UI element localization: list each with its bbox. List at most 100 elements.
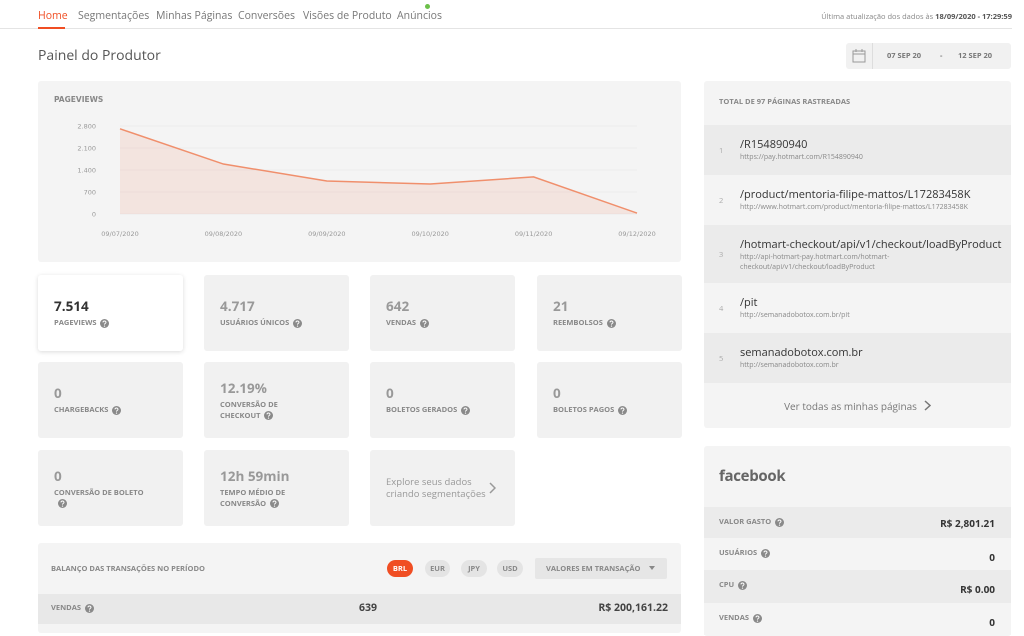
stat-label: BOLETOS PAGOS [553,405,648,416]
nav-tab[interactable]: Minhas Páginas [156,9,233,23]
page-path: /product/mentoria-filipe-mattos/L1728345… [740,187,971,202]
x-tick-label: 09/09/2020 [308,230,345,238]
row-label: VENDAS [51,603,95,613]
date-end: 12 SEP 20 [958,51,993,61]
page-url: http://semanadobotox.com.br/pit [740,311,850,320]
help-icon [738,580,748,590]
help-mark [755,615,760,620]
stat-card: 12h 59min TEMPO MÉDIO DE CONVERSÃO [204,450,349,526]
page-item[interactable]: 3/hotmart-checkout/api/v1/checkout/loadB… [704,225,1011,283]
stat-value: 0 [553,384,561,402]
date-separator: - [940,51,943,61]
stat-value: 642 [386,297,410,315]
transaction-row: VENDAS 639 R$ 200,161.22 [38,594,681,624]
fb-label: CPU [719,580,748,590]
nav-tab[interactable]: Anúncios [397,9,442,23]
help-dot [61,505,64,507]
nav-tab[interactable]: Conversões [238,9,296,23]
page-item[interactable]: 5 semanadobotox.com.br http://semanadoboto… [704,333,1011,383]
x-tick-label: 09/07/2020 [101,230,138,238]
fb-value: 0 [989,615,995,629]
fb-value: R$ 0.00 [960,582,995,596]
fb-label: USUÁRIOS [719,548,771,558]
fb-value: R$ 2,801.21 [940,516,995,530]
stat-card: 642 VENDAS [370,275,515,351]
line [119,128,638,214]
last-update-label: Última atualização dos dados às [821,12,934,22]
explore-text: Explore seus dados criando segmentações [386,475,486,500]
page-item[interactable]: 4/pit http://semanadobotox.com.br/pit [704,283,1011,333]
stat-label: BOLETOS GERADOS [386,405,481,416]
stat-label-text: BOLETOS GERADOS [386,405,458,415]
currency-pill[interactable]: JPY [461,560,487,577]
stat-value: 0 [386,384,394,402]
help-mark [463,407,468,412]
help-icon [775,517,785,527]
stat-value: 7.514 [54,297,89,315]
fb-label: VALOR GASTO [719,517,785,527]
currency-pill[interactable]: BRL [387,560,413,577]
page-path: /R154890940 [740,137,808,152]
stat-value: 0 [54,384,62,402]
stat-card: 0 CHARGEBACKS [38,362,183,438]
fb-row: VENDAS 0 [704,603,1011,635]
stat-card: 21 REEMBOLSOS [537,275,682,351]
stat-value: 12h 59min [220,466,290,485]
help-icon [112,405,122,415]
help-icon [100,318,110,328]
area [120,128,637,214]
stat-value: 12.19% [220,378,267,397]
stat-label-text: CONVERSÃO DE CHECKOUT [220,399,278,421]
help-mark [609,320,614,325]
transactions-title: BALANÇO DAS TRANSAÇÕES NO PERÍODO [51,564,205,574]
help-dot [779,524,781,526]
divider [872,43,873,69]
values-dropdown[interactable]: VALORES EM TRANSAÇÃO [535,558,667,579]
help-mark [295,320,300,325]
see-all-link[interactable]: Ver todas as minhas páginas [704,383,1011,428]
help-mark [777,519,782,524]
page-index: 5 [719,354,724,364]
chevron [924,400,931,411]
date-picker[interactable]: 07 SEP 20 - 12 SEP 20 [846,43,1011,69]
active-tab-underline [38,27,65,29]
help-dot [622,412,624,414]
help-icon [264,411,274,420]
row-count: 639 [359,601,378,615]
stat-card: 4.717 USUÁRIOS ÚNICOS [204,275,349,351]
currency-pill[interactable]: USD [497,560,523,577]
fb-row: VALOR GASTO R$ 2,801.21 [704,507,1011,538]
stat-label-text: REEMBOLSOS [553,318,603,328]
fb-label-text: USUÁRIOS [719,548,758,558]
new-badge [425,4,430,9]
help-icon [85,603,95,613]
row-label-text: VENDAS [51,603,82,613]
explore-card[interactable]: Explore seus dados criando segmentações [370,450,515,526]
stat-label: CHARGEBACKS [54,405,149,416]
stat-label-text: PAGEVIEWS [54,318,97,328]
facebook-title: facebook [719,466,786,486]
currency-pill[interactable]: EUR [425,560,450,577]
date-start: 07 SEP 20 [887,51,922,61]
nav-tab[interactable]: Segmentações [78,9,150,23]
fb-row: USUÁRIOS 0 [704,538,1011,570]
chevron [489,482,496,494]
calendar-icon [852,49,866,63]
page-path: /pit [740,295,758,310]
page-path: /hotmart-checkout/api/v1/checkout/loadBy… [740,237,1002,252]
fb-row: CPU R$ 0.00 [704,570,1011,603]
stat-label-text: CHARGEBACKS [54,405,109,415]
help-icon [753,613,763,623]
caret [649,566,655,570]
help-dot [765,555,767,557]
page-item[interactable]: 2/product/mentoria-filipe-mattos/L172834… [704,175,1011,225]
nav-tab[interactable]: Visões de Produto [303,9,392,23]
stat-card: 7.514 PAGEVIEWS [38,275,183,351]
help-mark [114,407,119,412]
nav-tab[interactable]: Home [38,9,68,23]
stat-label: CONVERSÃO DE CHECKOUT [220,400,315,422]
help-mark [763,550,768,555]
help-mark [272,500,277,505]
page-item[interactable]: 1/R154890940 https://pay.hotmart.com/R154… [704,125,1011,175]
help-icon [293,318,303,328]
